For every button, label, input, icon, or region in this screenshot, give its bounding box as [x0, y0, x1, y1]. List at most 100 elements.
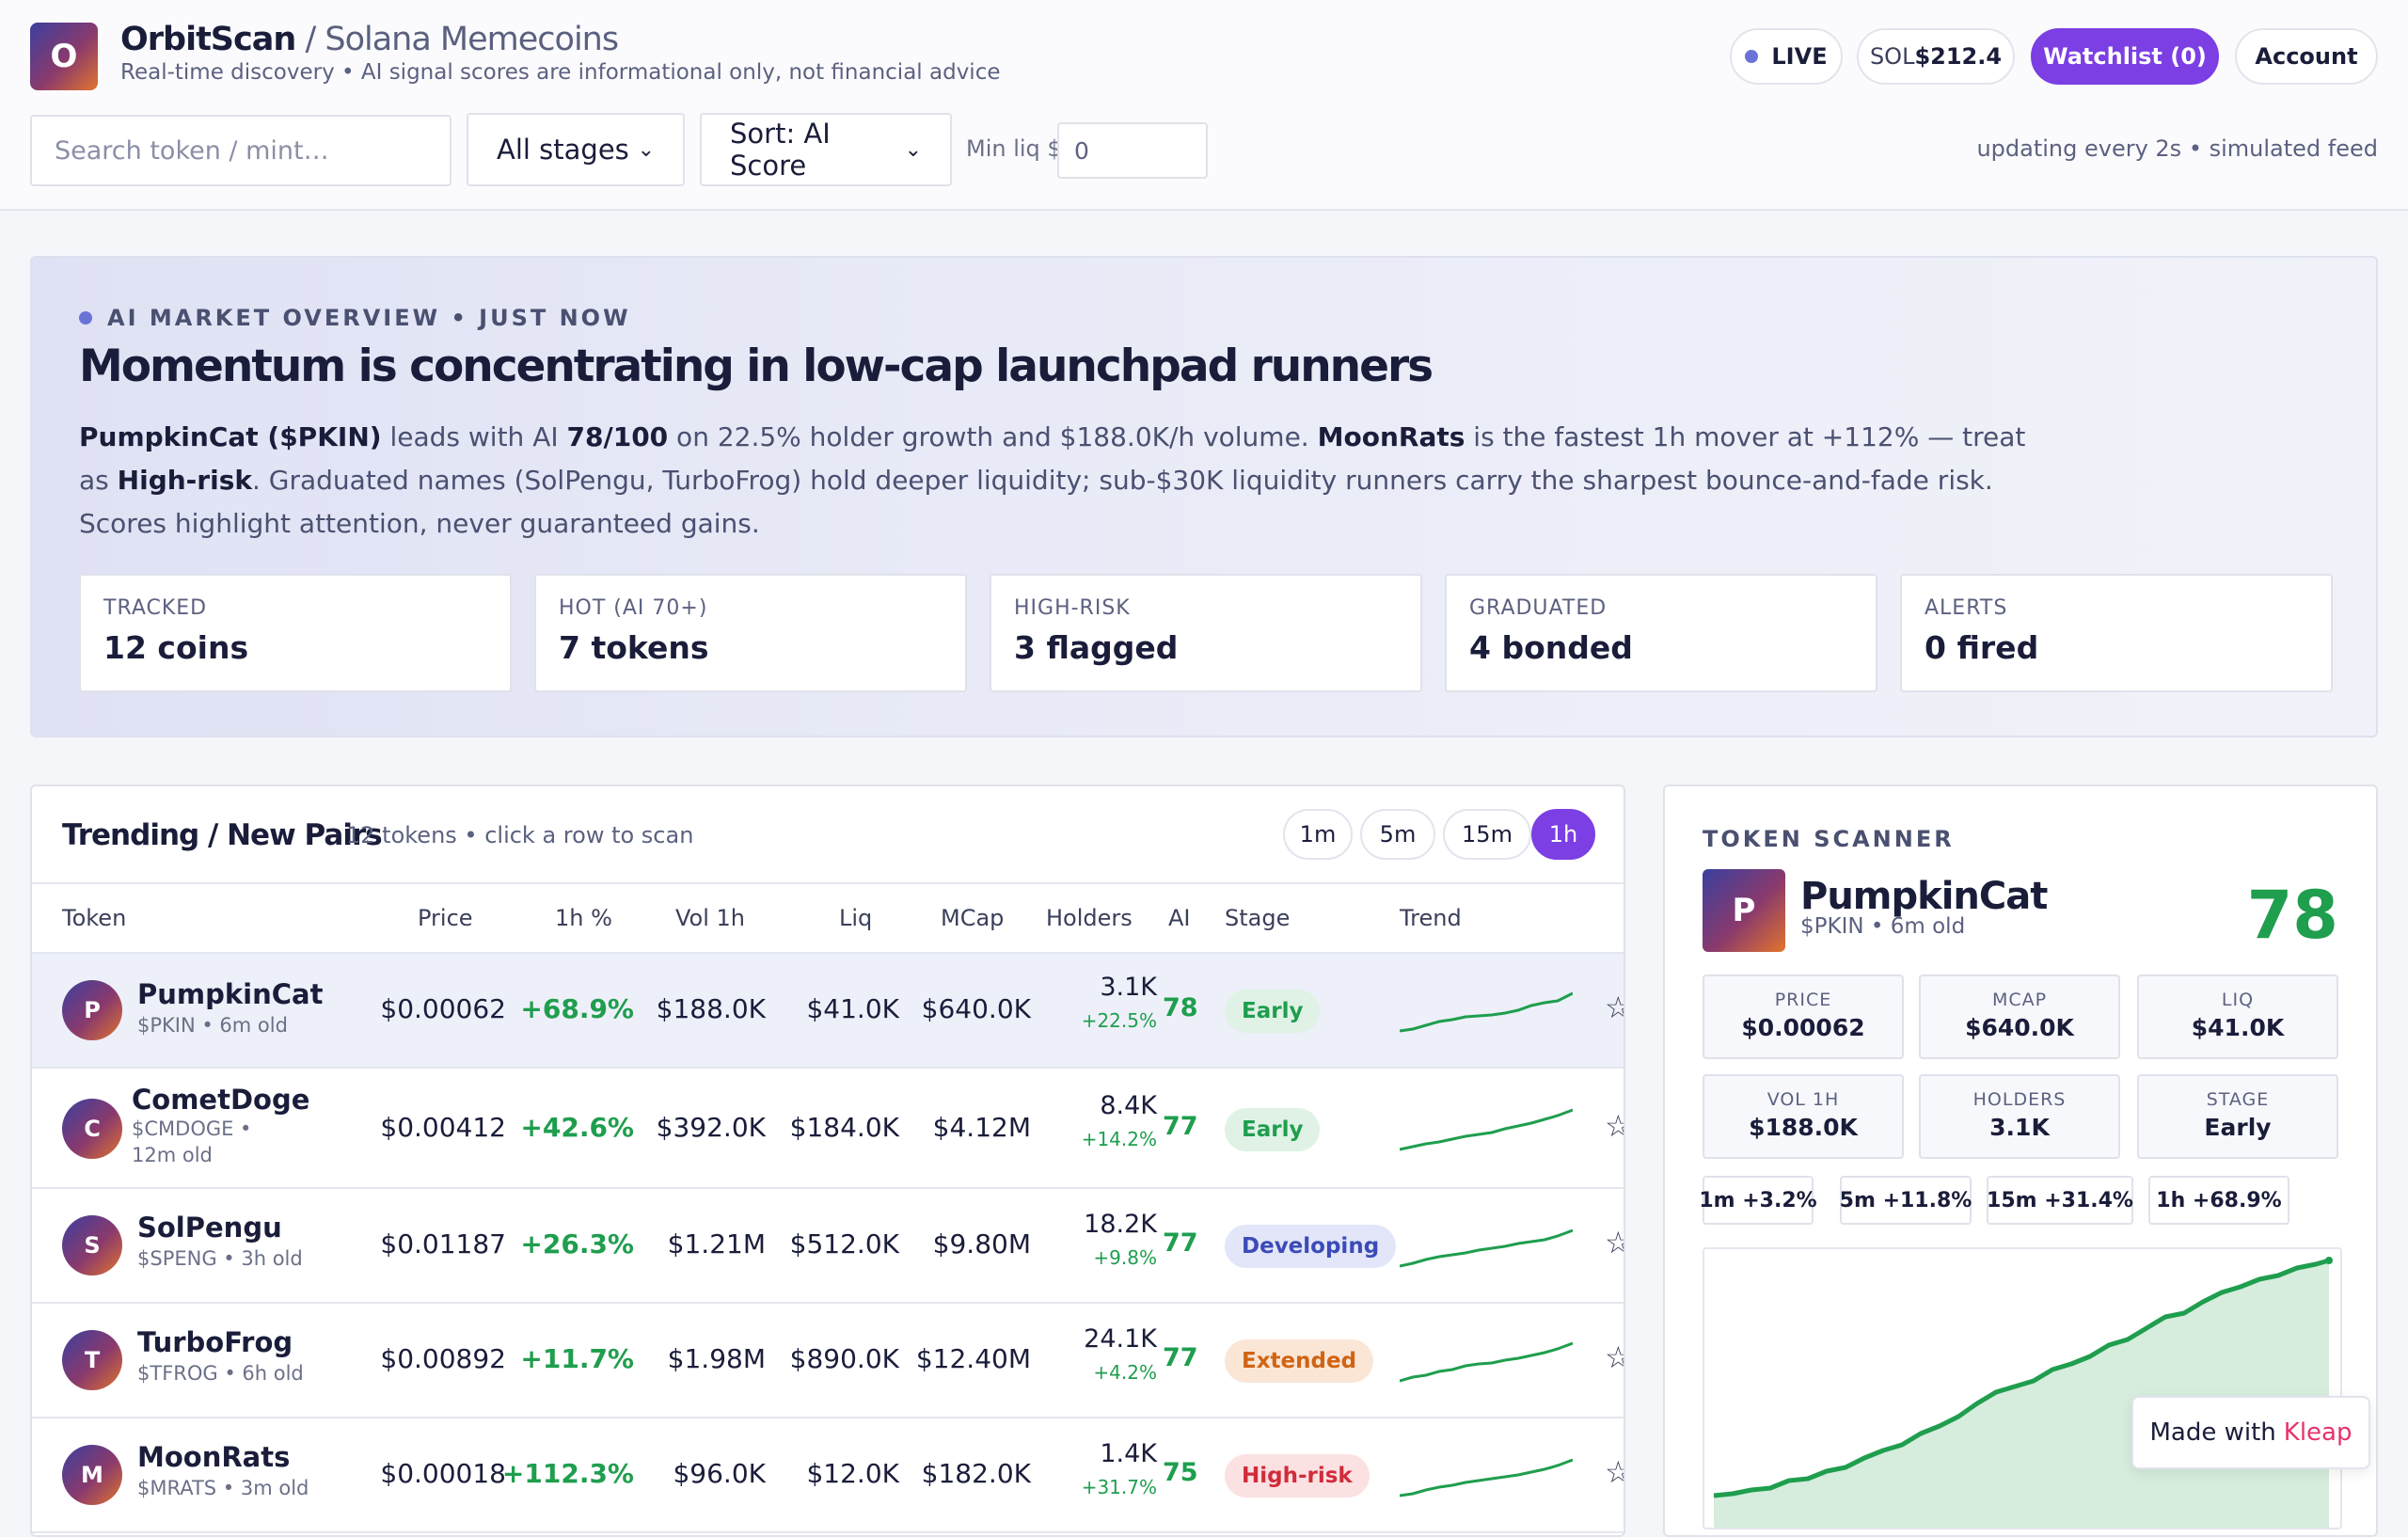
- stat-card-high-risk: HIGH-RISK 3 flagged: [990, 574, 1422, 692]
- token-change: +26.3%: [520, 1228, 634, 1260]
- token-mcap: $4.12M: [932, 1112, 1031, 1143]
- chevron-down-icon: ⌄: [637, 137, 655, 162]
- price-end-point: [2325, 1257, 2333, 1264]
- sol-price-pill[interactable]: SOL $212.4: [1857, 28, 2015, 85]
- col-change[interactable]: 1h %: [555, 905, 612, 931]
- token-liquidity: $184.0K: [789, 1112, 899, 1143]
- timeframe-1h[interactable]: 1h: [1531, 809, 1595, 860]
- orbitscan-logo: O: [30, 23, 98, 90]
- token-name: MoonRats: [137, 1441, 291, 1473]
- price-area-chart: [1713, 1257, 2333, 1528]
- watchlist-button[interactable]: Watchlist (0): [2031, 28, 2219, 85]
- scanner-token-meta: $PKIN • 6m old: [1800, 914, 1966, 939]
- stage-badge: High-risk: [1225, 1454, 1370, 1497]
- sol-price: $212.4: [1914, 43, 2003, 70]
- overview-body-token: PumpkinCat ($PKIN): [79, 421, 382, 452]
- ai-score: 75: [1163, 1458, 1198, 1487]
- col-liquidity[interactable]: Liq: [839, 905, 873, 931]
- token-price: $0.00892: [380, 1343, 506, 1374]
- sort-select-value: Sort: AI Score: [730, 118, 831, 182]
- holders-count: 18.2K: [1084, 1210, 1157, 1239]
- live-dot-icon: [1745, 50, 1759, 63]
- overview-body-text: on 22.5% holder growth and $188.0K/h vol…: [668, 421, 1318, 452]
- token-name: PumpkinCat: [137, 978, 324, 1010]
- watchlist-star-icon[interactable]: ☆: [1605, 1225, 1624, 1260]
- holders-delta: +4.2%: [1093, 1361, 1157, 1384]
- table-row[interactable]: T TurboFrog $TFROG • 6h old $0.00892 +11…: [32, 1304, 1624, 1418]
- col-price[interactable]: Price: [418, 905, 473, 931]
- col-token[interactable]: Token: [62, 905, 127, 931]
- stage-badge: Developing: [1225, 1225, 1397, 1268]
- col-ai[interactable]: AI: [1168, 905, 1191, 931]
- col-holders[interactable]: Holders: [1046, 905, 1133, 931]
- price-area: [1714, 1260, 2329, 1528]
- metric-value: $188.0K: [1749, 1114, 1858, 1141]
- made-with-badge[interactable]: Made with Kleap: [2131, 1396, 2370, 1469]
- change-chip-1m: 1m +3.2%: [1699, 1176, 1817, 1225]
- metric-value: $0.00062: [1741, 1014, 1865, 1041]
- col-mcap[interactable]: MCap: [941, 905, 1005, 931]
- change-chip-15m: 15m +31.4%: [1987, 1176, 2133, 1225]
- overview-body: PumpkinCat ($PKIN) leads with AI 78/100 …: [79, 416, 2036, 546]
- table-row[interactable]: C CometDoge $CMDOGE • 12m old $0.00412 +…: [32, 1069, 1624, 1189]
- token-avatar: S: [62, 1215, 122, 1276]
- holders-delta: +31.7%: [1081, 1476, 1157, 1498]
- sort-select[interactable]: Sort: AI Score ⌄: [700, 113, 952, 186]
- stat-card-hot: HOT (AI 70+) 7 tokens: [534, 574, 967, 692]
- change-chip-1h: 1h +68.9%: [2148, 1176, 2289, 1225]
- token-liquidity: $890.0K: [789, 1343, 899, 1374]
- chevron-down-icon: ⌄: [904, 137, 922, 162]
- watchlist-star-icon[interactable]: ☆: [1605, 990, 1624, 1025]
- token-liquidity: $41.0K: [806, 993, 899, 1024]
- timeframe-5m[interactable]: 5m: [1360, 809, 1435, 860]
- token-meta: $TFROG • 6h old: [137, 1362, 304, 1385]
- metric-value: $41.0K: [2191, 1014, 2285, 1041]
- stat-value: 4 bonded: [1469, 629, 1633, 666]
- account-button[interactable]: Account: [2235, 28, 2378, 85]
- table-row[interactable]: M MoonRats $MRATS • 3m old $0.00018 +112…: [32, 1418, 1624, 1533]
- token-mcap: $182.0K: [921, 1458, 1031, 1489]
- token-volume: $392.0K: [656, 1112, 766, 1143]
- min-liquidity-input[interactable]: 0: [1057, 122, 1208, 179]
- search-input[interactable]: Search token / mint…: [30, 115, 452, 186]
- stage-badge: Extended: [1225, 1339, 1374, 1383]
- col-stage[interactable]: Stage: [1225, 905, 1291, 931]
- token-price: $0.01187: [380, 1228, 506, 1260]
- token-avatar: T: [62, 1330, 122, 1390]
- table-row[interactable]: S SolPengu $SPENG • 3h old $0.01187 +26.…: [32, 1189, 1624, 1304]
- holders-count: 3.1K: [1100, 973, 1157, 1002]
- watchlist-star-icon[interactable]: ☆: [1605, 1454, 1624, 1490]
- col-trend: Trend: [1400, 905, 1462, 931]
- col-volume[interactable]: Vol 1h: [675, 905, 746, 931]
- timeframe-15m[interactable]: 15m: [1443, 809, 1531, 860]
- section-name: Solana Memecoins: [325, 21, 619, 58]
- trending-panel: Trending / New Pairs 12 tokens • click a…: [30, 784, 1625, 1537]
- token-change: +42.6%: [520, 1112, 634, 1143]
- metric-label: VOL 1H: [1766, 1089, 1840, 1110]
- metric-label: PRICE: [1774, 990, 1832, 1010]
- stat-card-tracked: TRACKED 12 coins: [79, 574, 512, 692]
- token-meta: $SPENG • 3h old: [137, 1247, 303, 1270]
- timeframe-1m[interactable]: 1m: [1283, 809, 1353, 860]
- trend-sparkline: [1400, 1228, 1573, 1268]
- holders-delta: +14.2%: [1081, 1128, 1157, 1150]
- stat-card-graduated: GRADUATED 4 bonded: [1445, 574, 1877, 692]
- live-indicator[interactable]: LIVE: [1730, 28, 1843, 85]
- metric-card-volume: VOL 1H $188.0K: [1703, 1074, 1904, 1159]
- watchlist-star-icon[interactable]: ☆: [1605, 1108, 1624, 1144]
- price-line: [1713, 1258, 2330, 1498]
- trend-sparkline: [1400, 1341, 1573, 1383]
- watchlist-star-icon[interactable]: ☆: [1605, 1339, 1624, 1375]
- scanner-token-avatar: P: [1703, 869, 1785, 952]
- trend-sparkline: [1400, 1458, 1573, 1497]
- stage-badge: Early: [1225, 1108, 1321, 1151]
- kleap-brand: Kleap: [2283, 1418, 2353, 1447]
- ai-score: 77: [1163, 1112, 1198, 1141]
- overview-body-risk: High-risk: [117, 465, 252, 496]
- table-row[interactable]: P PumpkinCat $PKIN • 6m old $0.00062 +68…: [32, 954, 1624, 1069]
- metric-label: MCAP: [1991, 990, 2048, 1010]
- stage-select[interactable]: All stages ⌄: [467, 113, 685, 186]
- token-name: CometDoge: [132, 1084, 310, 1116]
- table-header: Token Price 1h % Vol 1h Liq MCap Holders…: [32, 882, 1624, 954]
- overview-body-text: is the fastest 1h mover at +112% — treat…: [79, 421, 2026, 496]
